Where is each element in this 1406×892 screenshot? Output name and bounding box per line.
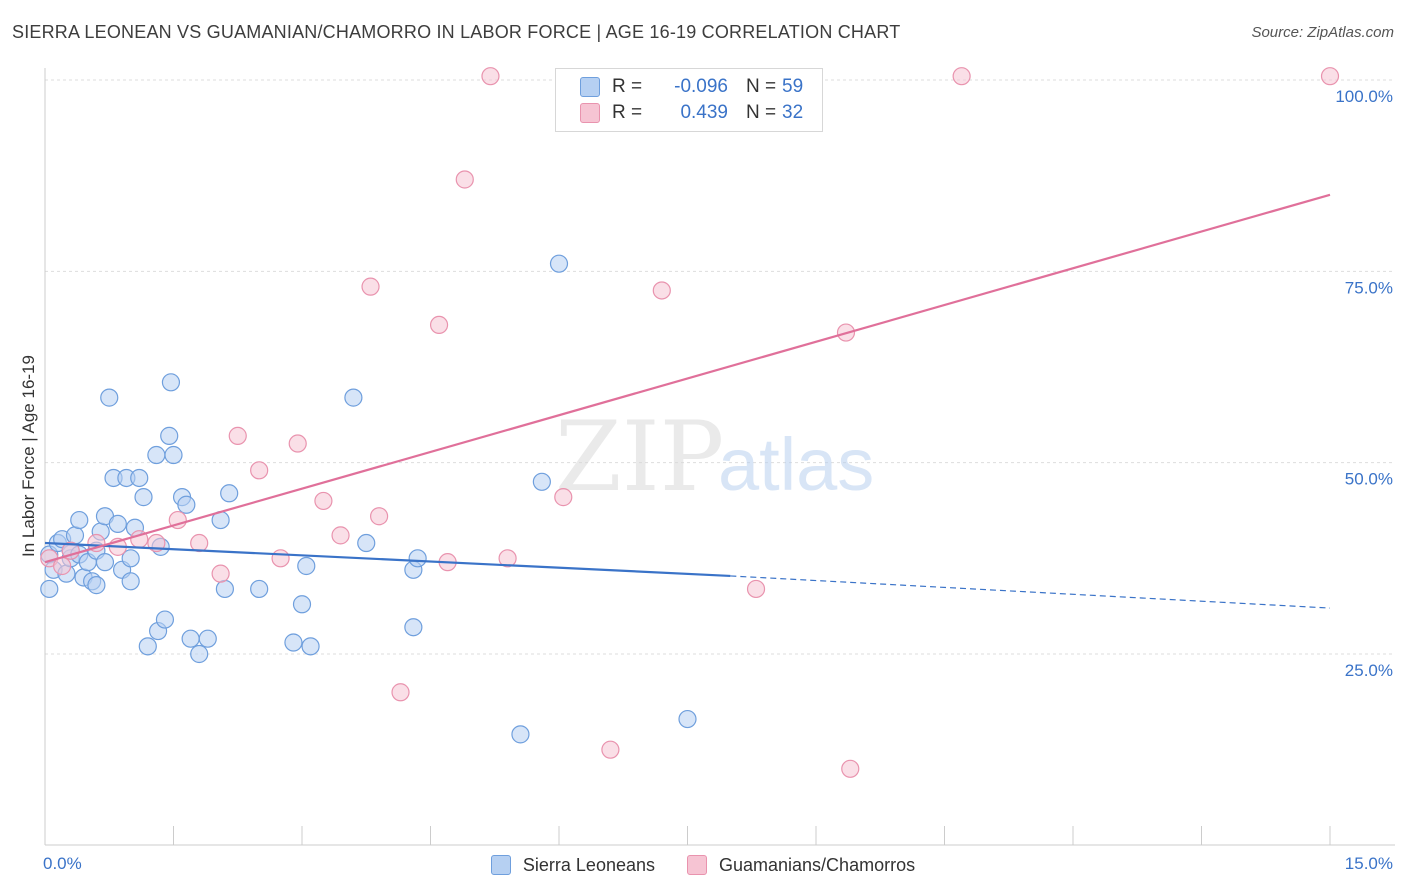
point-sierra-leonean <box>549 254 569 273</box>
point-sierra-leonean <box>357 533 376 553</box>
point-sierra-leonean <box>511 725 530 744</box>
point-sierra-leonean <box>198 629 217 648</box>
legend-swatch-blue <box>580 77 600 97</box>
point-sierra-leonean <box>70 510 89 530</box>
point-sierra-leonean <box>65 526 85 545</box>
axis-labels: 25.0% 50.0% 75.0% 100.0% 0.0% 15.0% <box>43 87 1393 873</box>
point-sierra-leonean <box>160 426 179 445</box>
point-guamanian <box>211 564 230 583</box>
point-sierra-leonean <box>87 576 106 595</box>
r-label: R = <box>612 76 643 97</box>
watermark-zip: ZIP <box>555 401 724 513</box>
n-value: 59 <box>782 76 804 97</box>
gridlines <box>45 79 1395 655</box>
point-guamanian <box>314 491 333 511</box>
legend-row-sierra-leoneans: R = -0.096 N = 59 <box>580 74 803 100</box>
legend-item-sierra-leoneans: Sierra Leoneans <box>490 854 655 876</box>
watermark-atlas: atlas <box>718 423 874 506</box>
point-guamanian <box>652 281 671 300</box>
point-sierra-leonean <box>292 595 312 614</box>
point-guamanian <box>455 170 474 189</box>
n-label: N = <box>746 76 777 97</box>
source-label: Source: ZipAtlas.com <box>1251 24 1394 41</box>
point-sierra-leonean <box>404 618 423 637</box>
y-tick-label: 50.0% <box>1345 470 1393 489</box>
y-axis-title: In Labor Force | Age 16-19 <box>19 355 38 557</box>
point-sierra-leonean <box>138 637 157 656</box>
trend-line-sierra-leoneans <box>44 541 731 578</box>
point-sierra-leonean <box>532 472 551 491</box>
n-label: N = <box>746 102 777 123</box>
point-sierra-leonean <box>408 549 427 568</box>
x-tick-label: 15.0% <box>1345 854 1393 873</box>
point-sierra-leonean <box>121 572 140 591</box>
legend-row-guamanians: R = 0.439 N = 32 <box>580 100 803 126</box>
axes <box>44 68 1395 846</box>
point-sierra-leonean <box>95 553 115 572</box>
point-guamanian <box>601 740 620 759</box>
data-points <box>40 67 1340 778</box>
point-sierra-leonean <box>147 445 166 465</box>
watermark: ZIP atlas <box>555 401 874 513</box>
y-tick-label: 100.0% <box>1335 87 1393 106</box>
point-sierra-leonean <box>297 556 316 576</box>
point-guamanian <box>952 67 971 86</box>
point-sierra-leonean <box>284 633 303 652</box>
point-sierra-leonean <box>301 637 320 656</box>
point-sierra-leonean <box>181 629 200 648</box>
point-sierra-leonean <box>40 579 59 599</box>
legend-swatch-pink <box>580 103 600 123</box>
point-guamanian <box>228 426 247 445</box>
legend-swatch-pink <box>687 855 707 875</box>
y-tick-label: 25.0% <box>1345 661 1393 680</box>
point-guamanian <box>361 277 380 296</box>
point-sierra-leonean <box>177 495 196 514</box>
point-guamanian <box>391 683 410 702</box>
point-guamanian <box>498 549 517 568</box>
legend-swatch-blue <box>490 855 511 875</box>
point-guamanian <box>288 434 307 453</box>
point-guamanian <box>190 533 209 553</box>
point-sierra-leonean <box>190 644 209 664</box>
point-guamanian <box>1320 67 1340 86</box>
point-sierra-leonean <box>678 709 697 729</box>
point-guamanian <box>271 549 290 568</box>
y-tick-label: 75.0% <box>1345 278 1393 297</box>
n-value: 32 <box>782 102 804 123</box>
point-sierra-leonean <box>344 388 363 407</box>
point-sierra-leonean <box>220 484 239 503</box>
point-sierra-leonean <box>164 445 183 465</box>
point-sierra-leonean <box>250 579 269 599</box>
trend-line-sierra-leoneans-extension <box>730 575 1331 609</box>
point-sierra-leonean <box>155 610 175 629</box>
point-sierra-leonean <box>130 468 149 488</box>
r-label: R = <box>612 102 643 123</box>
r-value: 0.439 <box>680 102 728 123</box>
series-legend: Sierra Leoneans Guamanians/Chamorros <box>0 852 1406 878</box>
legend-item-guamanians: Guamanians/Chamorros <box>687 855 915 876</box>
point-guamanian <box>429 315 449 335</box>
trend-line-guamanians <box>44 193 1331 564</box>
point-guamanian <box>841 759 860 778</box>
point-sierra-leonean <box>215 579 234 599</box>
point-guamanian <box>250 461 269 480</box>
point-sierra-leonean <box>134 488 153 507</box>
point-guamanian <box>370 507 389 526</box>
stats-legend: R = -0.096 N = 59 R = 0.439 N = 32 <box>555 68 823 132</box>
point-guamanian <box>554 488 573 507</box>
trend-lines <box>44 193 1331 609</box>
legend-label: Guamanians/Chamorros <box>719 854 916 875</box>
point-guamanian <box>746 579 766 599</box>
legend-label: Sierra Leoneans <box>522 854 655 875</box>
point-sierra-leonean <box>108 514 127 533</box>
chart-title: SIERRA LEONEAN VS GUAMANIAN/CHAMORRO IN … <box>12 22 901 42</box>
point-sierra-leonean <box>161 373 181 392</box>
point-sierra-leonean <box>121 549 140 568</box>
point-sierra-leonean <box>100 388 119 407</box>
point-guamanian <box>481 67 500 86</box>
x-tick-label: 0.0% <box>43 854 82 873</box>
r-value: -0.096 <box>674 76 728 97</box>
point-guamanian <box>331 526 350 545</box>
